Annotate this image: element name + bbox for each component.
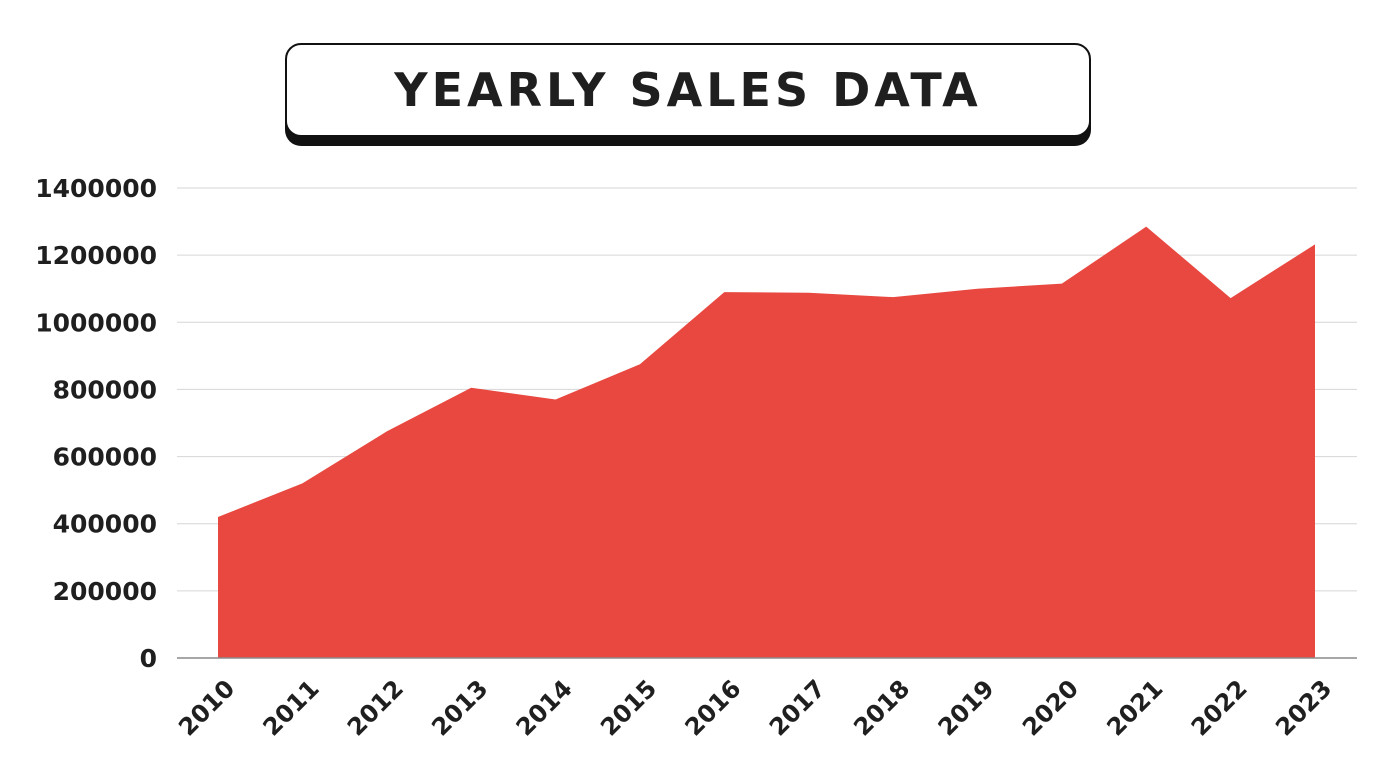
x-tick-label: 2010 [173,674,240,741]
x-tick-label: 2017 [764,674,831,741]
title-box: YEARLY SALES DATA [285,43,1091,137]
y-tick-label: 200000 [53,577,157,606]
x-tick-label: 2014 [511,674,578,741]
y-tick-label: 1400000 [35,174,157,203]
y-tick-label: 0 [140,644,157,673]
y-tick-label: 600000 [53,443,157,472]
x-tick-label: 2019 [933,674,1000,741]
chart-title: YEARLY SALES DATA [394,63,982,117]
x-tick-label: 2023 [1270,674,1337,741]
y-axis-tick-labels: 0 200000 400000 600000 800000 1000000 1200000 1… [35,174,157,673]
y-tick-label: 1200000 [35,241,157,270]
x-tick-label: 2013 [426,674,493,741]
y-tick-label: 400000 [53,510,157,539]
sales-area [218,226,1315,659]
x-tick-label: 2022 [1186,674,1253,741]
x-tick-label: 2015 [595,674,662,741]
y-tick-label: 1000000 [35,308,157,337]
x-tick-label: 2016 [680,674,747,741]
x-axis-tick-labels: 2010 2011 2012 2013 2014 2015 2016 2017 2018 2019… [173,674,1337,741]
x-tick-label: 2018 [848,674,915,741]
x-tick-label: 2012 [342,674,409,741]
area-series [218,226,1315,659]
y-tick-label: 800000 [53,375,157,404]
x-tick-label: 2011 [258,674,325,741]
x-tick-label: 2021 [1101,674,1168,741]
x-tick-label: 2020 [1017,674,1084,741]
